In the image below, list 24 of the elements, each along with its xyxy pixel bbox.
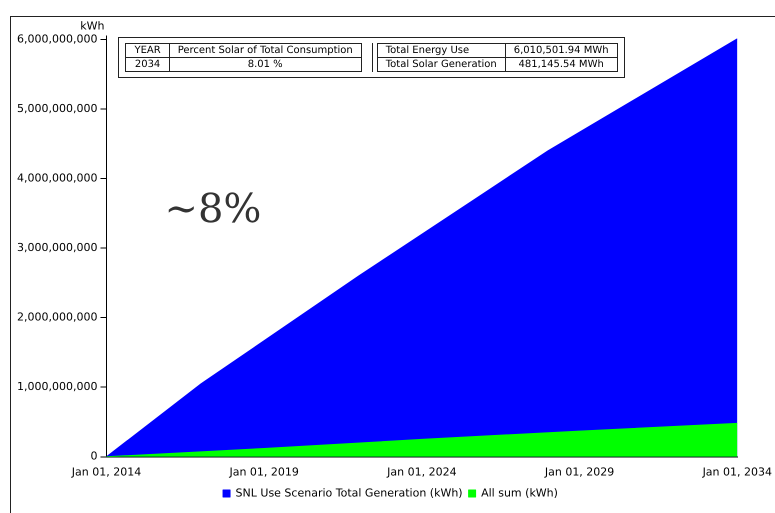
y-tick-label: 5,000,000,000 <box>16 102 98 115</box>
annotation: 2034 <box>126 58 170 72</box>
x-tick-label: Jan 01, 2034 <box>702 465 772 478</box>
annotation: YEAR <box>126 44 170 58</box>
annotation: Total Energy Use <box>377 44 506 58</box>
x-tick-label: Jan 01, 2029 <box>544 465 614 478</box>
y-tick-label: 6,000,000,000 <box>16 32 98 46</box>
y-tick-label: 3,000,000,000 <box>16 241 98 254</box>
annotation: 481,145.54 MWh <box>505 58 618 72</box>
x-tick-label: Jan 01, 2019 <box>228 465 299 478</box>
y-tick-label: 4,000,000,000 <box>16 171 98 184</box>
annotation: 6,010,501.94 MWh <box>505 44 618 58</box>
annotation: Percent Solar of Total Consumption <box>169 44 362 58</box>
x-tick-label: Jan 01, 2024 <box>386 465 457 478</box>
annotation: Total Solar Generation <box>377 58 506 72</box>
legend-label: All sum (kWh) <box>481 486 558 500</box>
legend-label: SNL Use Scenario Total Generation (kWh) <box>236 486 463 500</box>
y-tick-label: 1,000,000,000 <box>16 380 98 394</box>
y-tick-label: 2,000,000,000 <box>16 310 98 324</box>
y-axis-title: kWh <box>80 19 105 32</box>
annotation: 8.01 % <box>169 58 362 72</box>
x-tick-label: Jan 01, 2014 <box>70 465 142 478</box>
annotation: ~8% <box>164 186 262 232</box>
y-tick-label: 0 <box>90 450 98 463</box>
